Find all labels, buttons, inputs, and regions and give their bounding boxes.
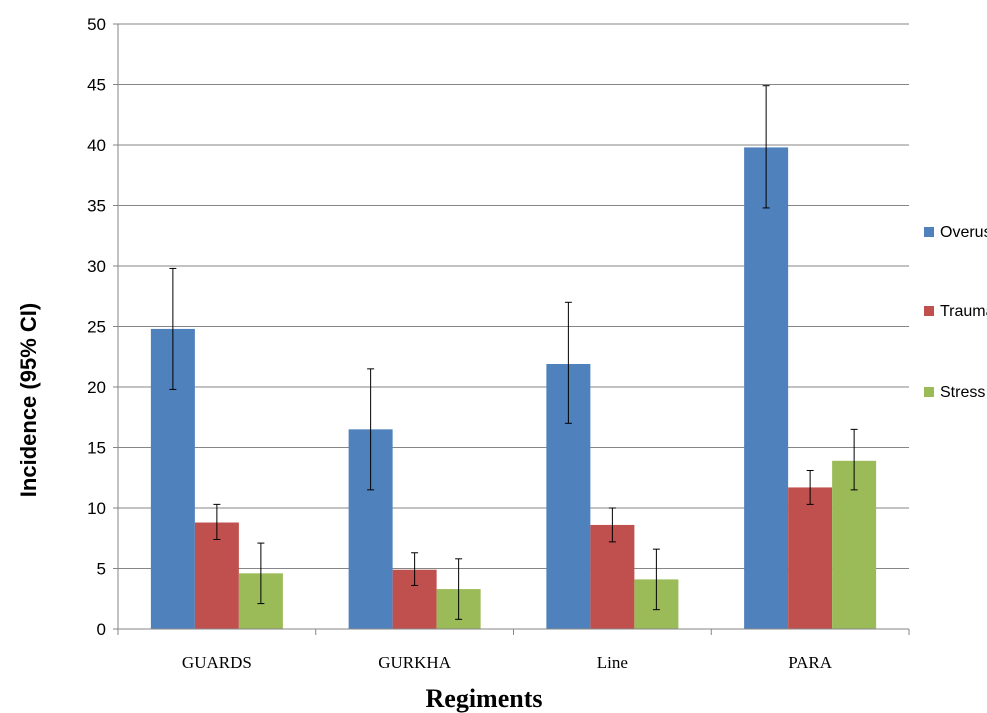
y-tick-label: 0 <box>97 620 106 639</box>
y-tick-label: 40 <box>87 136 106 155</box>
legend-label: Stress # <box>940 384 987 401</box>
x-tick-label: GURKHA <box>378 653 451 672</box>
y-tick-label: 15 <box>87 439 106 458</box>
y-tick-label: 20 <box>87 378 106 397</box>
legend-label: Overuse <box>940 224 987 241</box>
x-tick-label: Line <box>597 653 628 672</box>
error-bar-stress-para <box>850 428 858 491</box>
error-bar-stress-gurkha <box>455 558 463 620</box>
y-tick-label: 5 <box>97 560 106 579</box>
error-bars <box>169 85 858 620</box>
y-tick-labels: 0 5 10 15 20 25 30 35 40 45 50 <box>87 15 106 639</box>
error-bar-stress-line <box>652 548 660 611</box>
error-bar-trauma-para <box>806 469 814 505</box>
bar-trauma-para <box>788 487 833 629</box>
bar-trauma-guards <box>194 522 239 629</box>
error-bar-trauma-gurkha <box>411 552 419 586</box>
legend-swatch <box>924 387 934 397</box>
bar-overuse-para <box>744 147 789 630</box>
y-tick-label: 25 <box>87 318 106 337</box>
x-tick-labels: GUARDS GURKHA Line PARA <box>182 653 833 672</box>
gridlines <box>118 23 909 569</box>
error-bar-overuse-line <box>564 301 572 424</box>
y-tick-label: 45 <box>87 76 106 95</box>
bars <box>150 147 877 630</box>
legend-item-stress: Stress # <box>924 384 987 401</box>
error-bar-stress-guards <box>257 542 265 605</box>
y-axis-label: Incidence (95% CI) <box>16 303 41 497</box>
legend-label: Trauma <box>940 303 987 320</box>
y-tick-label: 35 <box>87 197 106 216</box>
axes <box>113 23 910 635</box>
y-tick-label: 50 <box>87 15 106 34</box>
error-bar-trauma-guards <box>213 503 221 540</box>
legend: Overuse Trauma Stress # <box>924 224 987 401</box>
x-tick-label: GUARDS <box>182 653 252 672</box>
error-bar-trauma-line <box>608 507 616 543</box>
error-bar-overuse-gurkha <box>367 368 375 491</box>
legend-swatch <box>924 306 934 316</box>
error-bar-overuse-guards <box>169 267 177 390</box>
legend-item-trauma: Trauma <box>924 303 987 320</box>
x-tick-label: PARA <box>788 653 833 672</box>
error-bar-overuse-para <box>762 85 770 209</box>
y-tick-label: 30 <box>87 257 106 276</box>
x-axis-label: Regiments <box>426 684 543 713</box>
legend-item-overuse: Overuse <box>924 224 987 241</box>
y-tick-label: 10 <box>87 499 106 518</box>
legend-swatch <box>924 227 934 237</box>
